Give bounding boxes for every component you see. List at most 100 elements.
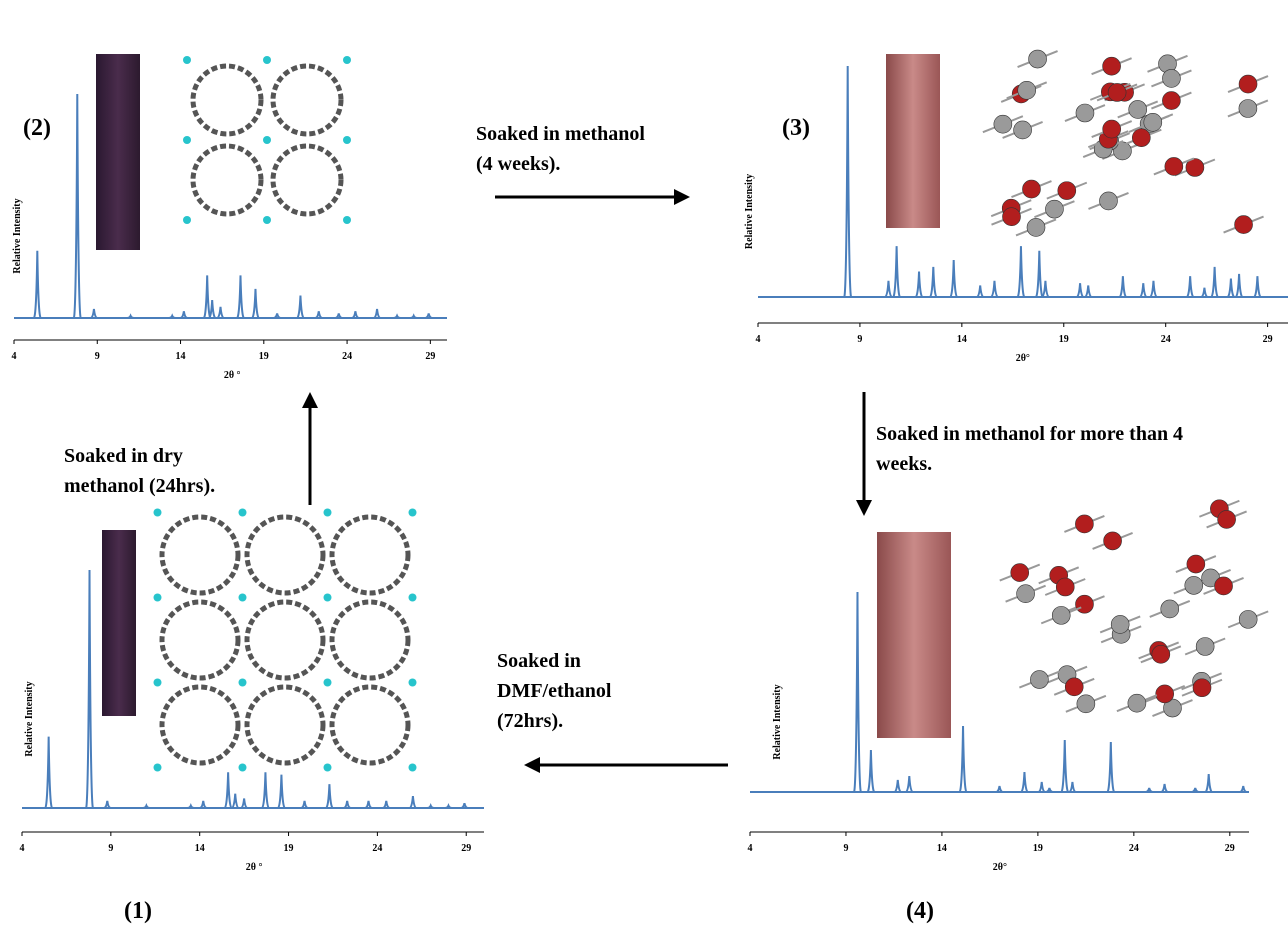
node xyxy=(324,594,332,602)
peak xyxy=(326,784,333,808)
peak xyxy=(352,311,359,318)
x-tick-label: 24 xyxy=(342,351,352,362)
step-text: Soaked in methanol xyxy=(476,123,645,145)
step-text: Soaked in methanol for more than 4 xyxy=(876,423,1183,445)
step-text: Soaked in dry xyxy=(64,445,183,467)
atom xyxy=(1014,121,1032,139)
cage xyxy=(193,66,261,134)
peak xyxy=(1069,782,1076,792)
node xyxy=(409,679,417,687)
x-tick-label: 29 xyxy=(1225,843,1235,854)
peak xyxy=(180,311,187,318)
atom xyxy=(1235,216,1253,234)
cage xyxy=(332,517,408,593)
peak xyxy=(301,801,308,808)
atom xyxy=(1030,671,1048,689)
atom xyxy=(1045,200,1063,218)
atom xyxy=(1218,510,1236,528)
x-tick-label: 29 xyxy=(1263,334,1273,345)
atom xyxy=(1187,555,1205,573)
peak xyxy=(252,289,259,318)
peak xyxy=(1236,274,1243,297)
node xyxy=(154,764,162,772)
x-axis-label: 2θ ° xyxy=(224,370,241,381)
cage xyxy=(193,146,261,214)
x-tick-label: 14 xyxy=(957,334,967,345)
node xyxy=(409,764,417,772)
node xyxy=(263,136,271,144)
node xyxy=(154,509,162,517)
cage xyxy=(332,687,408,763)
peak xyxy=(1061,740,1068,792)
step-text: DMF/ethanol xyxy=(497,680,612,702)
y-axis-label: Relative Intensity xyxy=(772,684,783,759)
peak xyxy=(1036,251,1043,297)
peak xyxy=(916,272,923,297)
peak xyxy=(1205,774,1212,792)
peak xyxy=(262,772,269,808)
atom xyxy=(1156,685,1174,703)
atom xyxy=(1076,104,1094,122)
peak xyxy=(844,66,851,297)
arrow-head xyxy=(856,500,872,516)
x-axis-label: 2θ° xyxy=(993,862,1007,873)
node xyxy=(324,679,332,687)
x-tick-label: 29 xyxy=(425,351,435,362)
x-tick-label: 14 xyxy=(937,843,947,854)
atom xyxy=(1058,182,1076,200)
peak xyxy=(204,275,211,318)
xrd-chart: 49141924292θ°Relative Intensity(4) xyxy=(748,592,1250,924)
atom xyxy=(1193,679,1211,697)
atom xyxy=(1075,515,1093,533)
step-text: (72hrs). xyxy=(497,710,563,732)
node xyxy=(239,764,247,772)
atom xyxy=(1129,100,1147,118)
peak xyxy=(409,796,416,808)
peak xyxy=(237,275,244,318)
peak xyxy=(960,726,967,792)
atom xyxy=(1185,576,1203,594)
atom xyxy=(1161,600,1179,618)
x-tick-label: 9 xyxy=(843,843,848,854)
cage xyxy=(247,687,323,763)
atom xyxy=(1165,157,1183,175)
peak xyxy=(315,311,322,318)
node xyxy=(183,56,191,64)
node xyxy=(183,136,191,144)
atom xyxy=(1104,532,1122,550)
peak xyxy=(86,570,93,808)
atom xyxy=(1144,113,1162,131)
atom xyxy=(1052,606,1070,624)
atom xyxy=(1075,595,1093,613)
peak xyxy=(854,592,861,792)
atom xyxy=(1132,129,1150,147)
xrd-chart: 49141924292θ °Relative Intensity(2) xyxy=(12,94,448,381)
x-tick-label: 24 xyxy=(1129,843,1139,854)
crystal-photo xyxy=(886,54,940,228)
cage xyxy=(273,66,341,134)
atom xyxy=(1017,585,1035,603)
structures xyxy=(154,50,1269,771)
peak xyxy=(894,780,901,792)
atom xyxy=(1162,92,1180,110)
step-text: (4 weeks). xyxy=(476,153,560,175)
figure: 49141924292θ °Relative Intensity(2)Soake… xyxy=(0,0,1288,930)
peak xyxy=(906,776,913,792)
atom xyxy=(1022,180,1040,198)
peak xyxy=(977,285,984,297)
node xyxy=(343,56,351,64)
cage xyxy=(162,602,238,678)
node xyxy=(154,594,162,602)
step-text: Soaked in xyxy=(497,650,581,672)
arrow-head xyxy=(524,757,540,773)
peak xyxy=(1227,279,1234,297)
x-axis-label: 2θ ° xyxy=(246,862,263,873)
panel-label: (2) xyxy=(23,115,51,141)
peak xyxy=(225,772,232,808)
x-tick-label: 19 xyxy=(1059,334,1069,345)
cage xyxy=(247,602,323,678)
peak xyxy=(1187,276,1194,297)
panel-label: (3) xyxy=(782,115,810,141)
atom xyxy=(1111,615,1129,633)
peak xyxy=(893,246,900,297)
